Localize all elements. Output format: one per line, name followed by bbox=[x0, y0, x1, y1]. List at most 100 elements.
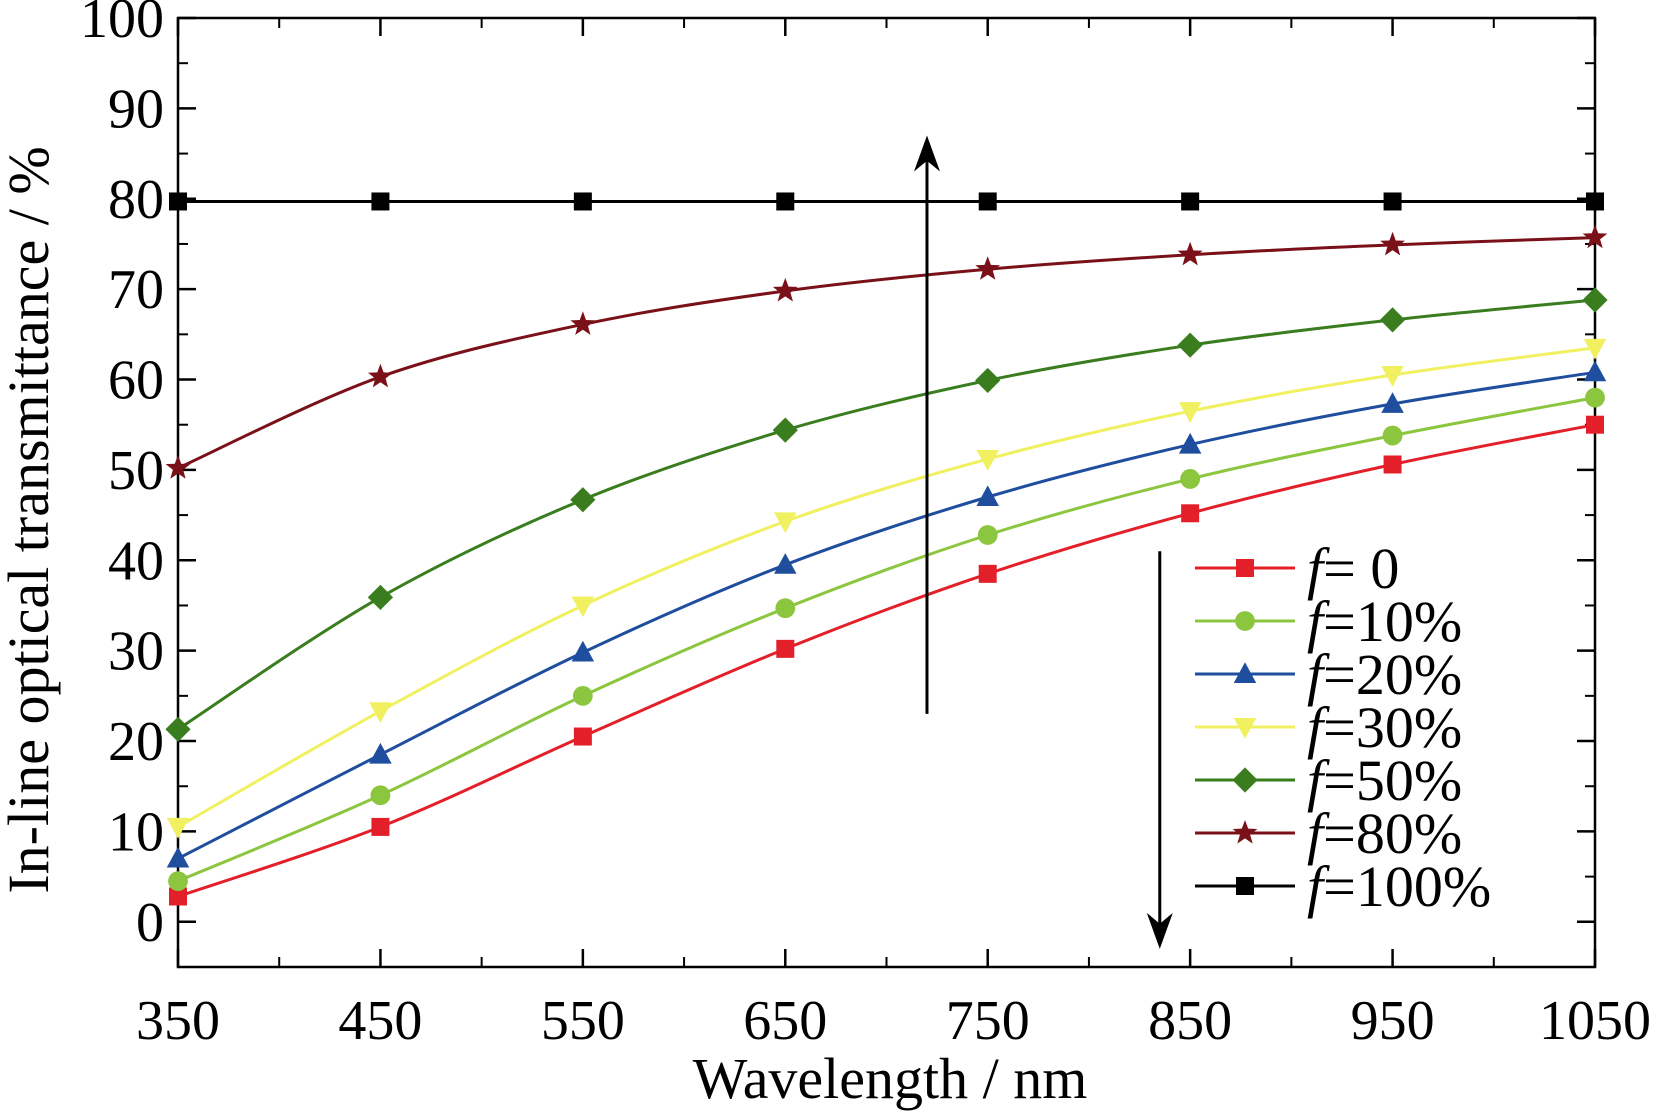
data-point bbox=[166, 846, 190, 868]
x-tick-label: 450 bbox=[338, 990, 422, 1052]
data-point bbox=[976, 485, 999, 507]
data-point bbox=[978, 192, 997, 211]
data-point bbox=[570, 311, 596, 335]
series-4 bbox=[165, 287, 1608, 742]
data-point bbox=[573, 727, 592, 746]
y-tick-label: 20 bbox=[108, 711, 164, 773]
data-point bbox=[776, 192, 795, 211]
legend-label: f= 0 bbox=[1307, 536, 1399, 601]
data-point bbox=[1586, 192, 1604, 211]
legend-entry: f=10% bbox=[1195, 589, 1462, 654]
data-point bbox=[776, 639, 795, 658]
legend-label: f=30% bbox=[1307, 695, 1462, 760]
x-tick-label: 850 bbox=[1148, 990, 1232, 1052]
y-tick-label: 80 bbox=[108, 169, 164, 231]
axes-layer: 0 10 20 30 40 50 60 70 80 90 100 350 450 550 650 750 850… bbox=[80, 0, 1651, 1052]
data-point bbox=[570, 487, 596, 513]
trend-arrow-down bbox=[1146, 551, 1173, 949]
data-point bbox=[168, 871, 188, 892]
legend-entry: f=30% bbox=[1195, 695, 1462, 760]
series-line bbox=[177, 396, 1596, 883]
data-point bbox=[571, 640, 595, 662]
y-tick-label: 0 bbox=[136, 892, 164, 954]
series-0 bbox=[169, 415, 1604, 906]
y-tick-label: 40 bbox=[108, 530, 164, 592]
legend-value: =100% bbox=[1323, 854, 1491, 919]
data-point bbox=[1383, 192, 1402, 211]
legend-value: =30% bbox=[1323, 695, 1462, 760]
data-point bbox=[775, 598, 796, 619]
data-point bbox=[978, 564, 997, 583]
data-point bbox=[572, 685, 593, 706]
legend-entry: f= 0 bbox=[1195, 536, 1399, 601]
data-point bbox=[169, 192, 187, 211]
data-point bbox=[1582, 287, 1608, 313]
legend-label: f=80% bbox=[1307, 801, 1462, 866]
data-point bbox=[1583, 338, 1607, 360]
data-point bbox=[1380, 231, 1405, 256]
series-line bbox=[177, 423, 1596, 898]
legend-value: =10% bbox=[1323, 589, 1462, 654]
data-point bbox=[368, 363, 393, 388]
legend-marker bbox=[1232, 767, 1258, 793]
legend-value: =80% bbox=[1323, 801, 1462, 866]
data-point bbox=[1379, 307, 1406, 333]
data-point bbox=[1178, 432, 1202, 454]
legend-marker bbox=[1236, 877, 1254, 895]
data-point bbox=[370, 785, 391, 806]
legend-label: f=100% bbox=[1307, 854, 1491, 919]
data-point bbox=[977, 525, 998, 545]
data-point bbox=[772, 417, 798, 443]
data-point bbox=[571, 596, 595, 618]
legend-marker bbox=[1233, 662, 1257, 683]
series-3 bbox=[166, 338, 1607, 839]
series-2 bbox=[166, 360, 1607, 868]
data-point bbox=[1177, 332, 1203, 358]
data-point bbox=[1381, 366, 1404, 387]
data-point bbox=[975, 256, 1001, 280]
legend-value: = 0 bbox=[1323, 536, 1399, 601]
data-point bbox=[1383, 455, 1402, 474]
data-point bbox=[1181, 504, 1200, 523]
data-point bbox=[165, 716, 191, 742]
data-point bbox=[1582, 224, 1608, 249]
arrow-head bbox=[913, 135, 940, 172]
y-tick-label: 50 bbox=[108, 440, 164, 502]
legend-entry: f=80% bbox=[1195, 801, 1462, 866]
legend-label: f=50% bbox=[1307, 748, 1462, 813]
data-point bbox=[1585, 387, 1605, 408]
series-6 bbox=[169, 192, 1604, 211]
series-5 bbox=[165, 224, 1608, 479]
data-point bbox=[774, 512, 797, 534]
x-axis-title: Wavelength / nm bbox=[693, 1046, 1088, 1111]
data-point bbox=[1382, 425, 1403, 446]
trend-arrow-up bbox=[913, 135, 940, 714]
x-tick-label: 750 bbox=[946, 990, 1030, 1052]
legend-entry: f=50% bbox=[1195, 748, 1462, 813]
data-point bbox=[371, 192, 390, 211]
data-point bbox=[1381, 392, 1404, 413]
legend-value: =50% bbox=[1323, 748, 1462, 813]
series-layer bbox=[165, 192, 1608, 906]
legend: f= 0f=10%f=20%f=30%f=50%f=80%f=100% bbox=[1195, 536, 1491, 919]
legend-label: f=10% bbox=[1307, 589, 1462, 654]
y-axis-title: In-line optical transmittance / % bbox=[0, 146, 61, 893]
data-point bbox=[1583, 360, 1607, 382]
arrow-head bbox=[1146, 912, 1173, 949]
data-point bbox=[975, 367, 1001, 394]
legend-entry: f=100% bbox=[1195, 854, 1491, 919]
data-point bbox=[369, 702, 392, 723]
x-tick-label: 350 bbox=[136, 990, 220, 1052]
legend-marker bbox=[1236, 559, 1254, 577]
legend-label: f=20% bbox=[1307, 642, 1462, 707]
data-point bbox=[1181, 192, 1200, 211]
y-tick-label: 90 bbox=[108, 78, 164, 140]
data-point bbox=[371, 817, 390, 836]
data-point bbox=[976, 450, 999, 471]
y-tick-label: 60 bbox=[108, 350, 164, 412]
series-1 bbox=[168, 387, 1605, 892]
series-line bbox=[177, 370, 1596, 860]
data-point bbox=[165, 455, 191, 479]
x-tick-label: 1050 bbox=[1539, 990, 1651, 1052]
legend-marker bbox=[1235, 611, 1255, 631]
